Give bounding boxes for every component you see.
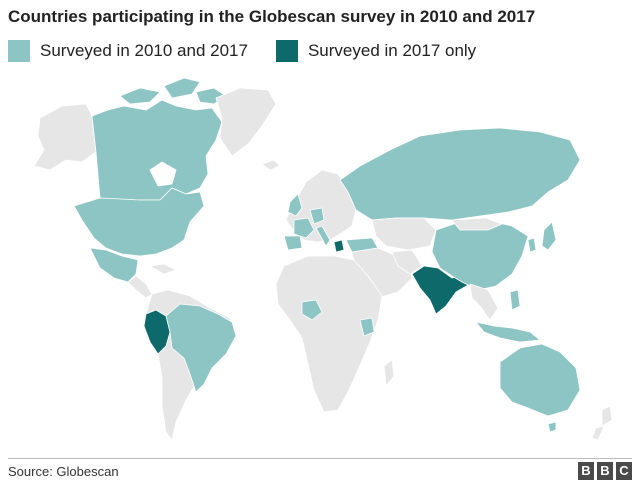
- legend-label-2017: Surveyed in 2017 only: [307, 41, 477, 60]
- bbc-logo-letter: B: [578, 462, 594, 480]
- mongolia: [451, 217, 503, 231]
- iceland: [261, 159, 281, 171]
- japan: [541, 221, 557, 251]
- tasmania: [547, 421, 557, 433]
- bbc-logo-letter: B: [597, 462, 613, 480]
- france: [293, 217, 315, 239]
- legend-item-both: Surveyed in 2010 and 2017: [8, 40, 248, 62]
- legend-swatch-both: [8, 40, 30, 62]
- philippines: [509, 289, 521, 311]
- brazil: [165, 303, 237, 393]
- peru: [143, 309, 171, 355]
- legend: Surveyed in 2010 and 2017 Surveyed in 20…: [8, 40, 504, 62]
- southeast-asia: [469, 283, 499, 321]
- kenya: [359, 317, 375, 337]
- germany: [309, 207, 325, 225]
- greenland: [215, 87, 277, 157]
- new-zealand: [591, 405, 613, 441]
- bbc-logo-letter: C: [616, 462, 632, 480]
- canada: [91, 99, 223, 201]
- central-america: [127, 275, 153, 299]
- legend-swatch-2017: [275, 40, 298, 62]
- usa: [73, 187, 205, 257]
- map-title: Countries participating in the Globescan…: [8, 7, 536, 26]
- madagascar: [383, 359, 395, 387]
- caribbean: [149, 263, 177, 275]
- source-text: Source: Globescan: [8, 464, 119, 479]
- italy: [315, 225, 331, 247]
- alaska: [33, 103, 97, 171]
- africa: [275, 255, 383, 413]
- hudson-bay: [149, 161, 177, 187]
- bbc-logo: B B C: [575, 462, 632, 480]
- central-asia: [371, 217, 437, 251]
- nigeria: [301, 299, 323, 321]
- footer-divider: [8, 458, 632, 459]
- indonesia: [475, 321, 541, 343]
- korea: [527, 237, 537, 253]
- iran: [391, 249, 423, 275]
- australia: [499, 343, 581, 417]
- mexico: [89, 247, 139, 283]
- world-map: [33, 77, 613, 441]
- uk: [287, 193, 303, 217]
- canada-arctic-islands: [119, 77, 227, 105]
- legend-label-both: Surveyed in 2010 and 2017: [40, 41, 248, 60]
- legend-item-2017: Surveyed in 2017 only: [275, 40, 477, 62]
- spain: [283, 235, 303, 251]
- greece: [333, 239, 345, 253]
- russia: [339, 127, 581, 221]
